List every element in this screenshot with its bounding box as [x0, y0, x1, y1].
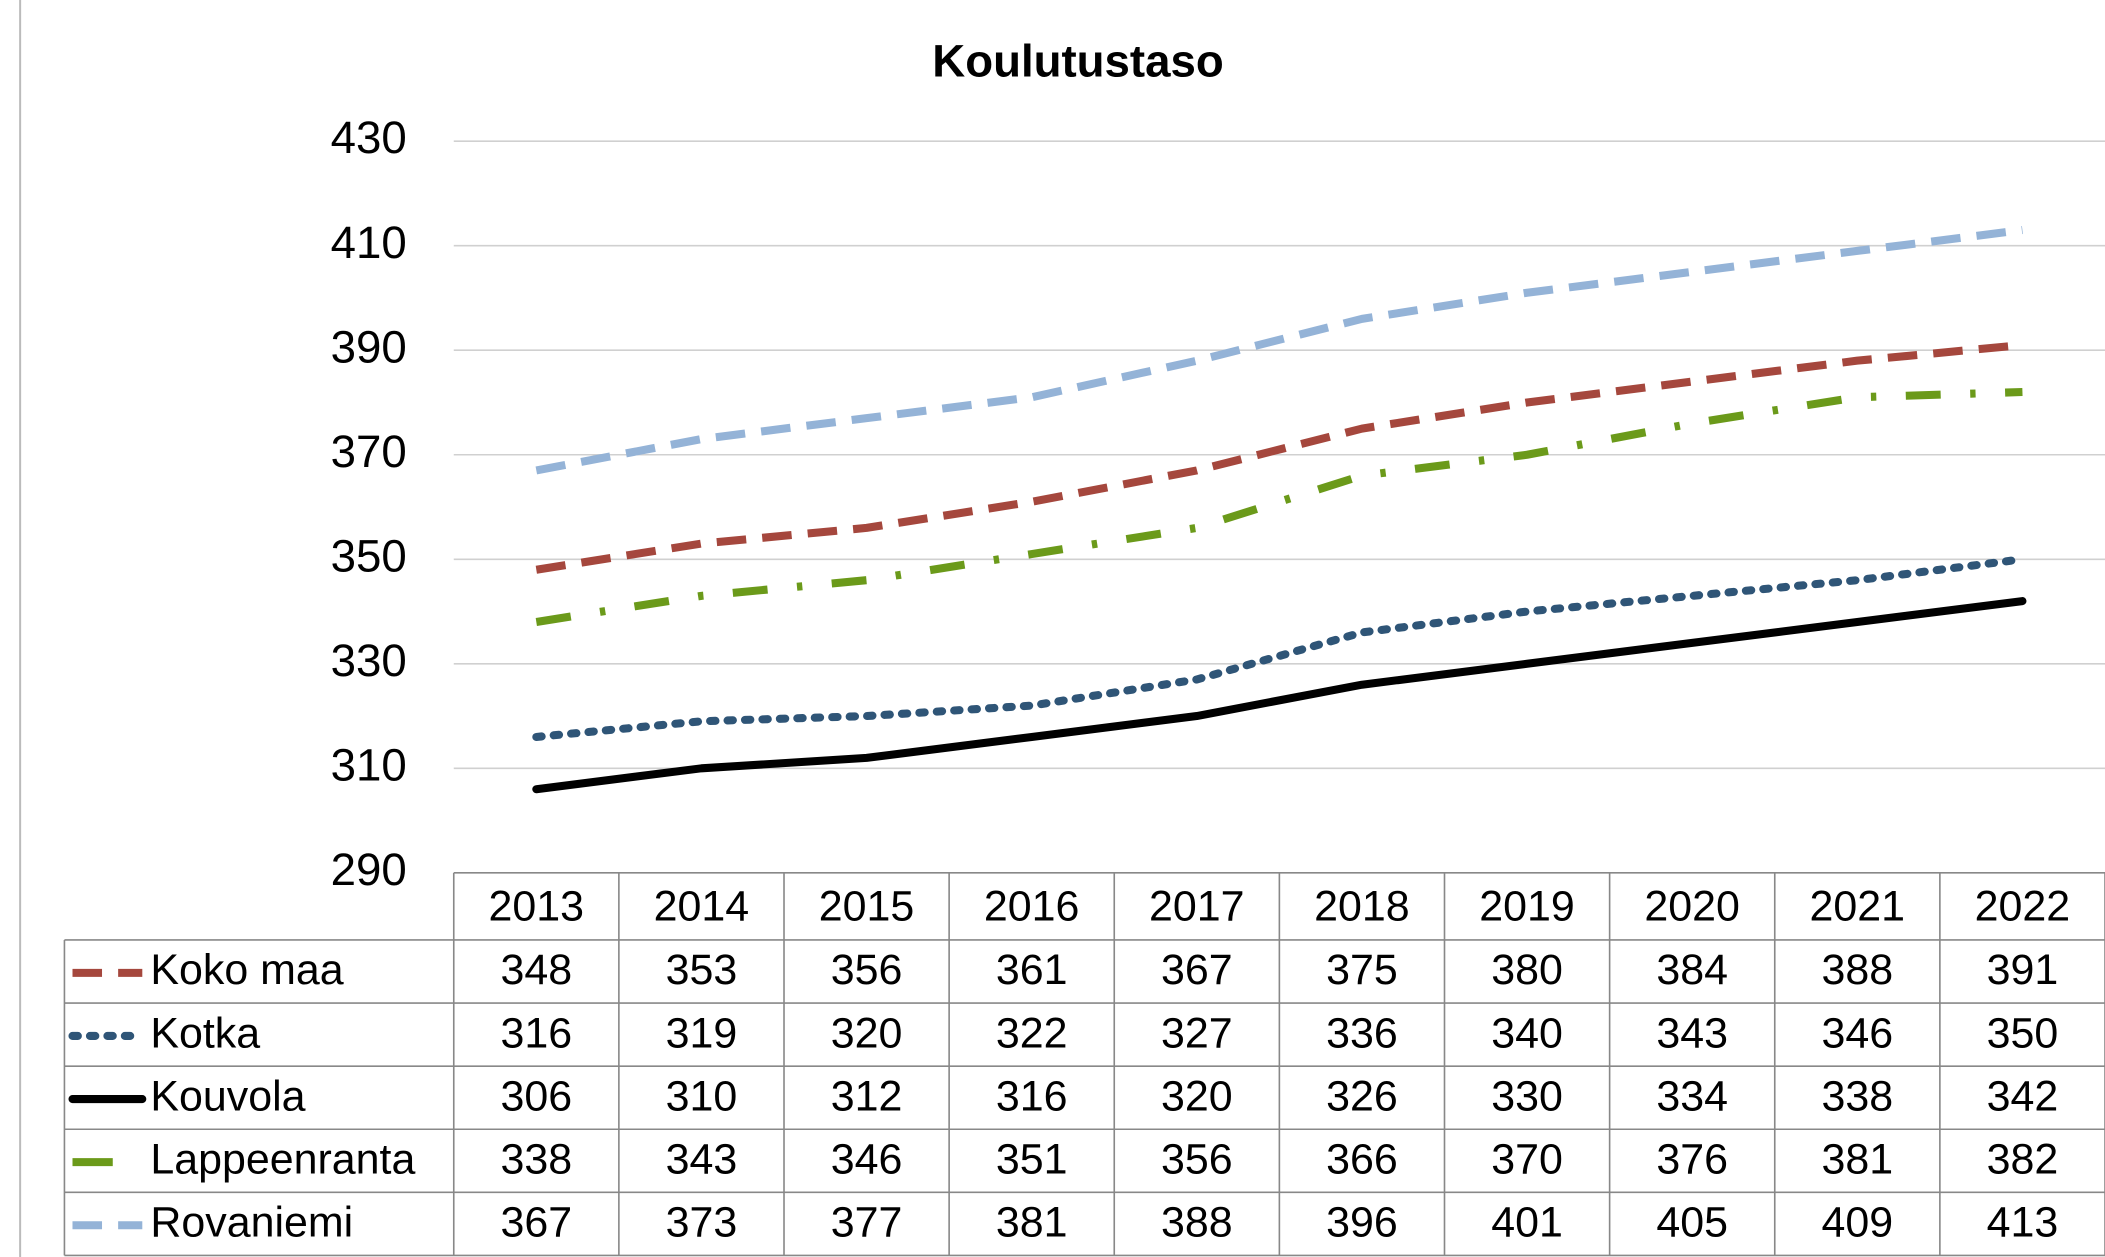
table-value: 338: [500, 1135, 572, 1183]
table-value: 375: [1326, 946, 1398, 994]
y-tick-label: 430: [331, 112, 407, 163]
table-value: 334: [1656, 1072, 1728, 1120]
table-value: 367: [500, 1199, 572, 1247]
table-value: 388: [1821, 946, 1893, 994]
series-line: [535, 226, 2023, 475]
x-tick-label: 2021: [1810, 882, 1906, 930]
x-tick-label: 2019: [1479, 882, 1575, 930]
y-tick-label: 310: [331, 739, 407, 790]
y-tick-label: 290: [331, 844, 407, 895]
series-line: [535, 340, 2023, 574]
table-value: 409: [1821, 1199, 1893, 1247]
table-value: 350: [1987, 1009, 2059, 1057]
table-value: 367: [1161, 946, 1233, 994]
x-tick-label: 2014: [654, 882, 750, 930]
x-tick-label: 2015: [819, 882, 915, 930]
table-value: 413: [1987, 1199, 2059, 1247]
legend-label: Kouvola: [150, 1072, 305, 1120]
series-line: [532, 597, 2027, 794]
y-tick-label: 370: [331, 426, 407, 477]
table-value: 377: [831, 1199, 903, 1247]
chart-border: [19, 0, 22, 1257]
table-value: 348: [500, 946, 572, 994]
table-value: 353: [666, 946, 738, 994]
table-value: 322: [996, 1009, 1068, 1057]
table-value: 320: [1161, 1072, 1233, 1120]
table-value: 376: [1656, 1135, 1728, 1183]
table-value: 343: [666, 1135, 738, 1183]
series-line: [532, 555, 2027, 741]
table-value: 312: [831, 1072, 903, 1120]
table-value: 381: [996, 1199, 1068, 1247]
x-tick-label: 2013: [489, 882, 585, 930]
legend-label: Koko maa: [150, 946, 343, 994]
table-value: 320: [831, 1009, 903, 1057]
table-value: 382: [1987, 1135, 2059, 1183]
legend-label: Lappeenranta: [150, 1135, 415, 1183]
series-line: [535, 388, 2023, 626]
x-tick-label: 2020: [1644, 882, 1740, 930]
x-tick-label: 2016: [984, 882, 1080, 930]
x-tick-label: 2018: [1314, 882, 1410, 930]
table-value: 316: [500, 1009, 572, 1057]
table-value: 391: [1987, 946, 2059, 994]
legend-label: Rovaniemi: [150, 1199, 353, 1247]
table-value: 381: [1821, 1135, 1893, 1183]
table-value: 346: [831, 1135, 903, 1183]
x-tick-label: 2017: [1149, 882, 1245, 930]
table-value: 326: [1326, 1072, 1398, 1120]
table-value: 351: [996, 1135, 1068, 1183]
table-value: 401: [1491, 1199, 1563, 1247]
table-value: 330: [1491, 1072, 1563, 1120]
table-value: 370: [1491, 1135, 1563, 1183]
x-tick-label: 2022: [1975, 882, 2071, 930]
table-value: 361: [996, 946, 1068, 994]
table-value: 342: [1987, 1072, 2059, 1120]
table-value: 384: [1656, 946, 1728, 994]
y-tick-label: 330: [331, 635, 407, 686]
table-value: 306: [500, 1072, 572, 1120]
y-tick-label: 390: [331, 321, 407, 372]
table-value: 405: [1656, 1199, 1728, 1247]
table-value: 319: [666, 1009, 738, 1057]
table-value: 356: [831, 946, 903, 994]
table-value: 343: [1656, 1009, 1728, 1057]
table-value: 366: [1326, 1135, 1398, 1183]
table-value: 327: [1161, 1009, 1233, 1057]
table-value: 336: [1326, 1009, 1398, 1057]
table-value: 396: [1326, 1199, 1398, 1247]
table-value: 373: [666, 1199, 738, 1247]
chart-title: Koulutustaso: [932, 36, 1223, 87]
table-value: 310: [666, 1072, 738, 1120]
table-value: 380: [1491, 946, 1563, 994]
table-value: 388: [1161, 1199, 1233, 1247]
table-value: 338: [1821, 1072, 1893, 1120]
table-value: 346: [1821, 1009, 1893, 1057]
y-tick-label: 410: [331, 217, 407, 268]
table-value: 316: [996, 1072, 1068, 1120]
table-value: 340: [1491, 1009, 1563, 1057]
legend-label: Kotka: [150, 1009, 260, 1057]
y-tick-label: 350: [331, 530, 407, 581]
table-value: 356: [1161, 1135, 1233, 1183]
